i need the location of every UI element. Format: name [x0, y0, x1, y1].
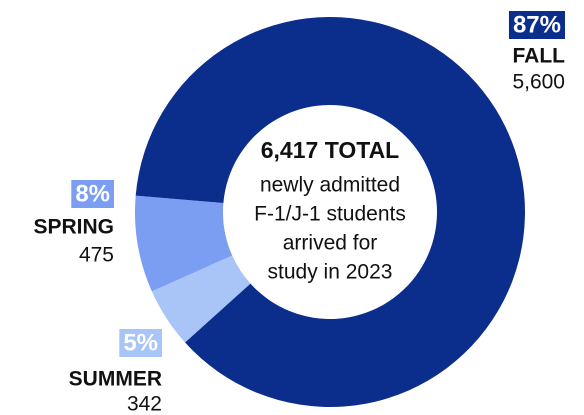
- count-label: 475: [79, 244, 114, 267]
- center-text: study in 2023: [268, 261, 393, 284]
- percent-badge: [71, 180, 114, 208]
- count-label: 342: [127, 393, 162, 415]
- center-total: 6,417 TOTAL: [261, 137, 399, 163]
- percent-badge: [119, 329, 162, 357]
- center-text: newly admitted: [260, 174, 400, 197]
- percent-label: 8%: [75, 180, 110, 207]
- center-text: F-1/J-1 students: [254, 203, 406, 226]
- donut-segment: [151, 255, 251, 343]
- percent-label: 5%: [123, 329, 158, 356]
- percent-badge: [508, 11, 565, 39]
- center-text: arrived for: [283, 232, 378, 255]
- count-label: 5,600: [512, 71, 565, 94]
- donut-segment: [135, 195, 233, 292]
- category-label: SPRING: [33, 216, 114, 239]
- donut-segment: [135, 17, 525, 408]
- category-label: SUMMER: [69, 368, 162, 391]
- percent-label: 87%: [513, 11, 561, 38]
- category-label: FALL: [513, 45, 566, 68]
